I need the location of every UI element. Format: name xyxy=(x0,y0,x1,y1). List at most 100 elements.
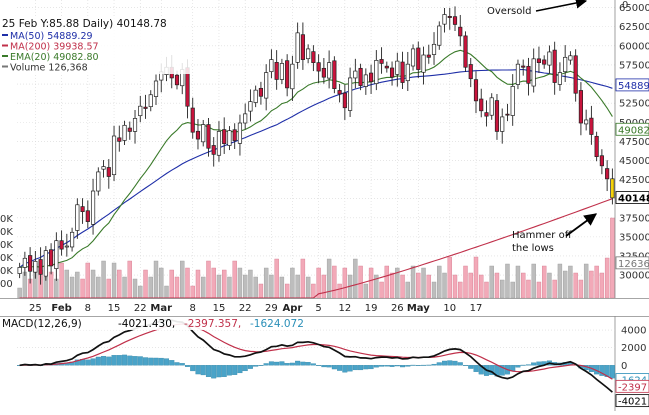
volume-bar xyxy=(132,278,138,299)
candle xyxy=(90,190,96,225)
volume-bar xyxy=(405,281,410,299)
macd-legend-value: -4021.430, xyxy=(118,318,175,330)
candle xyxy=(232,129,237,141)
volume-bar xyxy=(227,276,232,299)
volume-bar xyxy=(594,265,599,299)
volume-bar xyxy=(222,269,227,299)
candle xyxy=(243,113,248,124)
macd-histogram-bar xyxy=(368,365,374,370)
candle xyxy=(316,62,321,72)
macd-histogram-bar xyxy=(384,365,390,367)
macd-histogram-bar xyxy=(101,355,107,366)
x-tick-label: 5 xyxy=(315,303,321,314)
volume-bar xyxy=(526,279,531,299)
macd-histogram-bar xyxy=(247,365,253,369)
legend-header: 25 Feb Y:85.88 Daily) 40148.78 xyxy=(2,18,167,30)
volume-bar xyxy=(363,283,369,299)
volume-bar xyxy=(279,276,285,299)
legend-swatch xyxy=(2,55,8,57)
last-value-tag-box xyxy=(615,256,649,270)
price-tick-label: 30000 xyxy=(619,271,649,282)
volume-bar xyxy=(431,281,437,299)
candle xyxy=(410,48,416,67)
volume-bar xyxy=(185,267,190,299)
candle xyxy=(237,122,243,144)
candle xyxy=(300,34,305,60)
macd-histogram-bar xyxy=(158,357,164,366)
price-tick-label: 57500 xyxy=(619,60,649,71)
volume-bar xyxy=(169,269,174,299)
candle xyxy=(395,60,400,75)
volume-bar xyxy=(531,263,536,299)
candle xyxy=(38,259,43,275)
candle xyxy=(321,67,326,78)
macd-legend-value: -1624.072 xyxy=(250,318,304,330)
macd-histogram-bar xyxy=(163,358,170,366)
macd-histogram-bar xyxy=(415,365,421,366)
volume-bar xyxy=(452,274,458,299)
hammer-candle xyxy=(610,178,615,199)
candle xyxy=(437,25,442,46)
volume-bar xyxy=(342,267,348,299)
volume-axis-label: 0K xyxy=(0,253,13,264)
candle xyxy=(605,168,610,180)
macd-histogram-bar xyxy=(184,365,190,367)
oversold-arrow xyxy=(535,0,588,12)
volume-bar xyxy=(248,269,253,299)
macd-histogram-bar xyxy=(400,365,406,368)
legend-entry: MA(50) 54889.29 xyxy=(10,31,93,42)
candle xyxy=(463,35,468,68)
candle xyxy=(531,58,536,87)
candle xyxy=(211,145,216,155)
volume-bar xyxy=(274,258,279,299)
last-value-tag-box xyxy=(615,78,649,92)
candle xyxy=(542,59,547,65)
candle xyxy=(547,51,552,66)
macd-histogram-bar xyxy=(599,365,605,376)
ma50-line xyxy=(19,68,613,268)
candle xyxy=(80,206,85,213)
candle xyxy=(505,113,510,116)
candle xyxy=(484,112,489,117)
volume-bar xyxy=(54,278,59,299)
candle xyxy=(515,63,521,85)
candle xyxy=(216,131,222,156)
macd-histogram-bar xyxy=(447,360,453,366)
macd-histogram-bar xyxy=(211,365,217,379)
candle xyxy=(578,90,583,124)
volume-bar xyxy=(557,263,563,299)
volume-bar xyxy=(201,276,206,299)
x-tick-label: 15 xyxy=(108,303,121,314)
candle xyxy=(138,105,143,117)
volume-bar xyxy=(468,272,473,299)
candle xyxy=(363,74,368,87)
macd-histogram-bar xyxy=(515,365,521,368)
volume-bar xyxy=(568,265,573,299)
macd-histogram-bar xyxy=(473,365,479,372)
volume-bar xyxy=(589,270,594,299)
volume-bar xyxy=(80,278,85,299)
macd-histogram-bar xyxy=(352,365,358,371)
volume-bar xyxy=(127,260,132,299)
volume-bar xyxy=(599,272,605,299)
macd-histogram-bar xyxy=(316,365,322,366)
volume-bar xyxy=(242,274,248,299)
candle xyxy=(479,98,484,112)
macd-histogram-bar xyxy=(174,362,180,366)
volume-bar xyxy=(610,217,615,299)
candle xyxy=(374,60,379,84)
candle xyxy=(568,55,573,61)
legend-entry: EMA(20) 49082.80 xyxy=(10,52,99,63)
candle xyxy=(327,62,332,79)
candle xyxy=(43,250,48,277)
macd-histogram-bar xyxy=(389,365,395,367)
macd-histogram-bar xyxy=(132,356,138,366)
volume-bar xyxy=(216,274,222,299)
volume-bar xyxy=(384,265,390,299)
candle xyxy=(521,65,526,68)
volume-axis-label: 0K xyxy=(0,266,13,277)
macd-histogram-bar xyxy=(153,357,159,366)
annotation-hammer-line1: Hammer off xyxy=(512,230,573,241)
macd-histogram-bar xyxy=(442,360,448,366)
macd-histogram-bar xyxy=(258,365,264,366)
